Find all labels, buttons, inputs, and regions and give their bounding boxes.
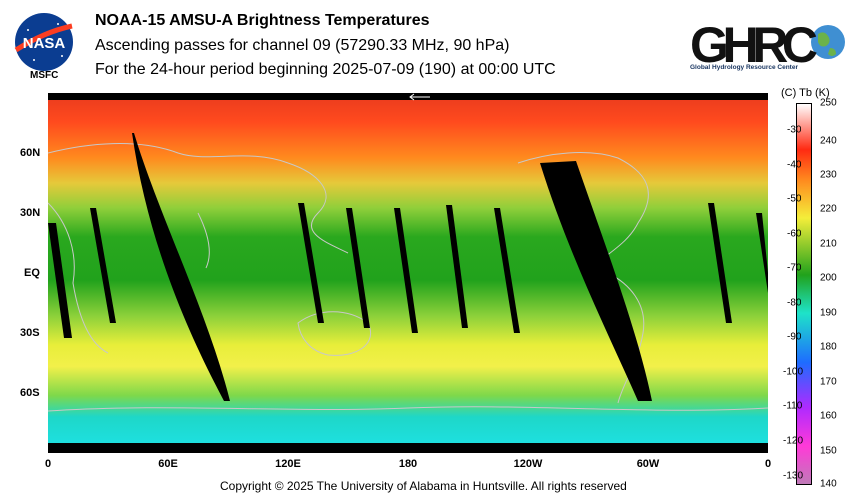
orbit-direction-arrow [409, 93, 430, 101]
nasa-logo: NASA [14, 13, 73, 71]
kelvin-tick: 250 [820, 97, 837, 109]
y-tick-label: EQ [24, 267, 40, 279]
swath [756, 213, 768, 293]
x-tick-label: 0 [764, 458, 772, 470]
kelvin-tick: 230 [820, 169, 837, 181]
celsius-tick: -90 [787, 331, 802, 343]
swath [446, 205, 468, 328]
swath [346, 208, 370, 328]
kelvin-tick: 160 [820, 410, 837, 422]
coast-antarctica [48, 406, 768, 412]
swath [298, 203, 324, 323]
celsius-tick: -120 [783, 435, 804, 447]
y-tick-label: 30N [20, 207, 41, 219]
kelvin-tick: 240 [820, 135, 837, 147]
coastline-layer [48, 143, 768, 412]
x-tick-label: 60E [158, 458, 178, 470]
chart-subtitle-channel: Ascending passes for channel 09 (57290.3… [95, 37, 510, 54]
celsius-tick: -60 [787, 228, 802, 240]
coast-south-america [607, 272, 645, 404]
swath [540, 161, 652, 401]
ghrc-caption: Global Hydrology Resource Center [690, 64, 798, 71]
celsius-tick: -100 [783, 366, 804, 378]
ghrc-logo: GHRC [690, 17, 845, 73]
y-tick-label: 60N [20, 147, 41, 159]
celsius-tick: -50 [787, 193, 802, 205]
kelvin-tick: 180 [820, 341, 837, 353]
x-tick-label: 0 [44, 458, 52, 470]
swath [494, 208, 520, 333]
coast-north-america [517, 152, 649, 264]
coast-australia [297, 311, 371, 356]
swath [394, 208, 418, 333]
kelvin-tick: 170 [820, 376, 837, 388]
coast-africa [48, 202, 109, 354]
celsius-tick: -40 [787, 159, 802, 171]
x-tick-label: 120W [513, 458, 543, 470]
x-tick-label: 180 [398, 458, 418, 470]
colorbar-header: (C) Tb (K) [781, 87, 830, 99]
brightness-map [48, 93, 768, 453]
missing-band-south [48, 443, 768, 453]
chart-subtitle-period: For the 24-hour period beginning 2025-07… [95, 61, 556, 78]
kelvin-tick: 140 [820, 478, 837, 490]
celsius-tick: -70 [787, 262, 802, 274]
kelvin-tick: 220 [820, 203, 837, 215]
celsius-tick: -130 [783, 470, 804, 482]
svg-text:NASA: NASA [23, 35, 66, 52]
x-tick-label: 120E [275, 458, 301, 470]
swath [48, 223, 72, 338]
chart-title: NOAA-15 AMSU-A Brightness Temperatures [95, 12, 430, 29]
x-tick-label: 60W [636, 458, 660, 470]
copyright-notice: Copyright © 2025 The University of Alaba… [220, 479, 627, 493]
swath [708, 203, 732, 323]
kelvin-tick: 150 [820, 445, 837, 457]
coast-eurasia [48, 143, 349, 254]
kelvin-tick: 210 [820, 238, 837, 250]
kelvin-tick: 190 [820, 307, 837, 319]
swath [90, 208, 116, 323]
kelvin-tick: 200 [820, 272, 837, 284]
y-tick-label: 30S [20, 327, 40, 339]
missing-data-swaths [48, 133, 768, 401]
msfc-label: MSFC [30, 70, 59, 81]
missing-band-north [48, 93, 768, 100]
celsius-tick: -30 [787, 124, 802, 136]
coast-india [197, 212, 210, 269]
colorbar [796, 103, 812, 485]
celsius-tick: -110 [783, 400, 803, 412]
svg-text:GHRC: GHRC [690, 17, 818, 73]
celsius-tick: -80 [787, 297, 802, 309]
y-tick-label: 60S [20, 387, 40, 399]
swath [132, 133, 230, 401]
